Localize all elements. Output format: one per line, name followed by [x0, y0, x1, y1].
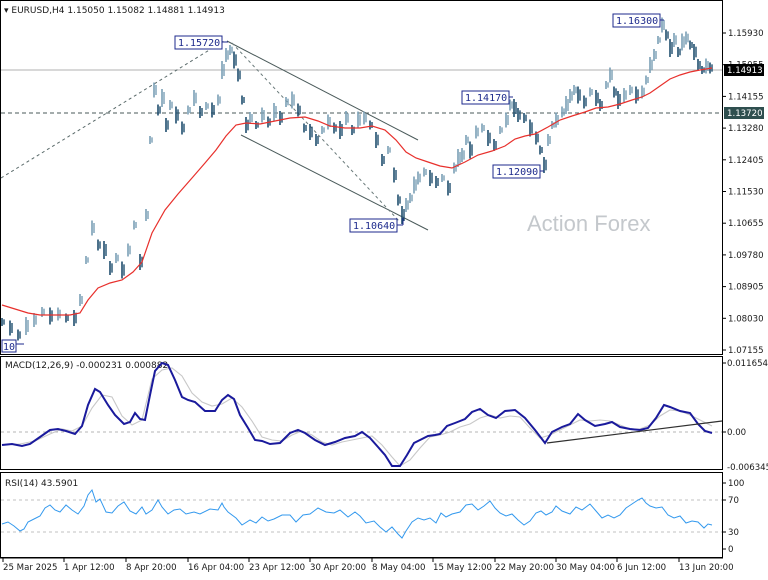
svg-text:1.10640: 1.10640	[353, 221, 395, 232]
svg-text:1.12090: 1.12090	[496, 167, 538, 178]
time-tick-label: 23 Apr 12:00	[249, 563, 305, 573]
svg-text:0: 0	[728, 545, 733, 555]
price-tick-label: 1.15930	[728, 29, 764, 39]
rsi-panel[interactable]: RSI(14) 43.5901 100 70 30 0	[1, 473, 745, 558]
price-tick-label: 1.08905	[728, 283, 764, 293]
price-tick-label: 1.09780	[728, 251, 764, 261]
callout-1-12090[interactable]: 1.12090	[493, 165, 544, 178]
macd-panel[interactable]: MACD(12,26,9) -0.000231 0.000882 0.01165…	[1, 357, 768, 474]
svg-text:30: 30	[728, 528, 739, 538]
price-axis[interactable]: 1.159301.150551.141551.132801.124051.115…	[723, 29, 764, 356]
watermark: Action Forex	[527, 211, 651, 236]
svg-text:1.15720: 1.15720	[178, 38, 220, 49]
price-tick-label: 1.14155	[728, 92, 764, 102]
callout-1-16300[interactable]: 1.16300	[613, 14, 664, 27]
price-tick-label: 1.12405	[728, 156, 764, 166]
callout-1-14170[interactable]: 1.14170	[462, 91, 513, 104]
time-tick-label: 6 Jun 12:00	[617, 563, 666, 573]
price-tick-label: 1.07155	[728, 346, 764, 356]
time-tick-label: 1 Apr 12:00	[64, 563, 115, 573]
time-tick-label: 15 May 12:00	[433, 563, 492, 573]
macd-title: MACD(12,26,9) -0.000231 0.000882	[5, 361, 168, 371]
current-price-label: 1.14913	[727, 66, 763, 76]
svg-text:10: 10	[3, 342, 15, 353]
svg-text:0.011654: 0.011654	[727, 359, 768, 369]
time-tick-label: 30 May 04:00	[556, 563, 615, 573]
rsi-axis: 100 70 30 0	[723, 479, 744, 555]
price-tick-label: 1.11530	[728, 188, 764, 198]
collapse-triangle-icon[interactable]: ▾	[4, 6, 9, 16]
price-panel[interactable]: ▾ EURUSD,H4 1.15050 1.15082 1.14881 1.14…	[1, 1, 765, 357]
price-tick-label: 1.10655	[728, 219, 764, 229]
time-tick-label: 16 Apr 04:00	[188, 563, 244, 573]
svg-text:1.16300: 1.16300	[616, 16, 658, 27]
svg-text:-0.006345: -0.006345	[727, 463, 768, 473]
symbol-header: ▾ EURUSD,H4 1.15050 1.15082 1.14881 1.14…	[4, 6, 225, 16]
svg-text:100: 100	[728, 479, 744, 489]
rsi-panel-frame	[1, 473, 723, 558]
svg-text:70: 70	[728, 496, 739, 506]
time-tick-label: 22 May 20:00	[495, 563, 554, 573]
callout-1-15720[interactable]: 1.15720	[175, 36, 228, 49]
price-panel-frame	[1, 1, 723, 355]
price-tick-label: 1.08030	[728, 314, 764, 324]
macd-panel-frame	[1, 357, 723, 470]
time-tick-label: 13 Jun 20:00	[679, 563, 734, 573]
svg-text:1.14170: 1.14170	[465, 93, 507, 104]
time-tick-label: 30 Apr 20:00	[310, 563, 366, 573]
time-axis[interactable]: 25 Mar 2025 1 Apr 12:00 8 Apr 20:00 16 Apr …	[0, 558, 734, 573]
time-tick-label: 25 Mar 2025	[3, 563, 57, 573]
svg-text:0.00: 0.00	[727, 428, 746, 438]
rsi-title: RSI(14) 43.5901	[5, 479, 78, 489]
callout-1-10640[interactable]: 1.10640	[350, 218, 403, 232]
time-tick-label: 8 May 04:00	[372, 563, 425, 573]
time-tick-label: 8 Apr 20:00	[126, 563, 177, 573]
support-level-label: 1.13720	[727, 109, 763, 119]
macd-axis: 0.011654 0.00 -0.006345	[723, 359, 768, 473]
price-tick-label: 1.13280	[728, 124, 764, 134]
